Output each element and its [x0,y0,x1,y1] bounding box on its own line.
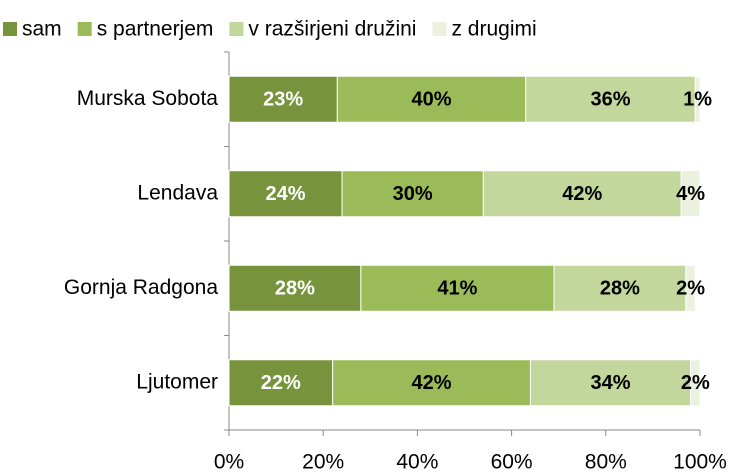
bar-segment [553,264,687,312]
legend-label: sam [22,18,62,41]
legend-swatch [3,22,17,36]
y-tick-label: Ljutomer [136,370,218,393]
bar-segment [336,75,527,123]
bar-segment [228,75,338,123]
x-tick-label: 100% [673,451,727,474]
legend-swatch [229,22,244,36]
legend-label: v razširjeni družini [248,18,416,41]
bar-segment [690,359,701,407]
bar-segment [341,170,484,218]
x-tick-label: 40% [396,451,438,474]
y-tick-label: Murska Sobota [77,87,219,110]
bar-segment [228,170,343,218]
value-label: 42% [412,372,452,394]
bar-segment [332,359,531,407]
value-label: 2% [676,278,705,300]
bar-segment [482,170,682,218]
value-label: 34% [590,372,630,394]
x-tick-label: 20% [302,451,344,474]
bar-segment [228,359,334,407]
value-label: 2% [681,372,710,394]
value-label: 28% [600,278,640,300]
bar-segment [685,264,696,312]
legend-label: z drugimi [451,18,536,41]
value-label: 1% [683,89,712,111]
value-label: 28% [275,278,315,300]
x-tick-label: 60% [491,451,533,474]
x-tick-label: 0% [214,451,244,474]
value-label: 41% [437,278,477,300]
value-label: 42% [562,183,602,205]
value-label: 24% [266,183,306,205]
bar-segment [529,359,692,407]
value-label: 4% [676,183,705,205]
y-tick-label: Gornja Radgona [64,276,218,299]
value-label: 22% [261,372,301,394]
bar-segment [360,264,555,312]
value-label: 30% [393,183,433,205]
bar-segment [694,75,701,123]
bar-segment [680,170,701,218]
bar-segment [525,75,696,123]
x-tick-label: 80% [585,451,627,474]
value-label: 23% [263,89,303,111]
bar-segment [228,264,362,312]
y-tick-label: Lendava [137,181,218,204]
legend-swatch [77,22,92,36]
legend-swatch [432,22,447,36]
legend-label: s partnerjem [97,18,214,41]
value-label: 40% [412,89,452,111]
value-label: 36% [590,89,630,111]
